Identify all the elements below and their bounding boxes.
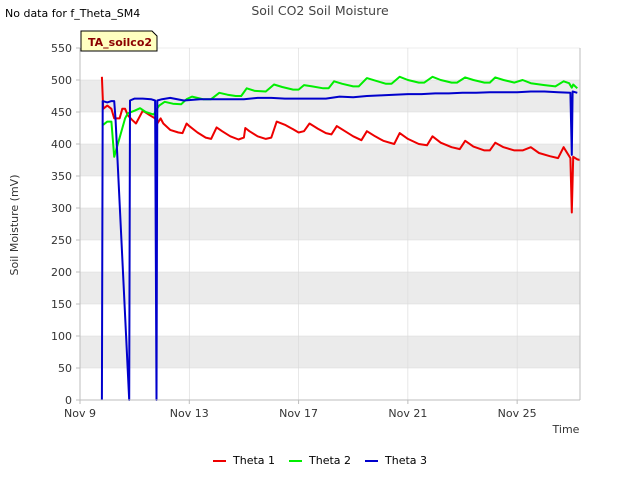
x-tick-label: Nov 25 [498, 407, 537, 420]
y-tick-label: 150 [51, 298, 72, 311]
series-line-theta-2 [102, 75, 578, 158]
y-tick-label: 500 [51, 74, 72, 87]
y-axis-label: Soil Moisture (mV) [8, 175, 21, 276]
plot-band [80, 144, 580, 176]
plot-background-bands [80, 80, 580, 368]
badge-label: TA_soilco2 [88, 36, 152, 49]
y-tick-label: 50 [58, 362, 72, 375]
y-tick-label: 300 [51, 202, 72, 215]
x-tick-label: Nov 17 [279, 407, 318, 420]
legend-label-theta-3: Theta 3 [384, 454, 427, 467]
x-axis-label: Time [552, 423, 580, 436]
legend: Theta 1 Theta 2 Theta 3 [213, 454, 427, 467]
legend-label-theta-1: Theta 1 [232, 454, 275, 467]
plot-band [80, 272, 580, 304]
y-tick-label: 450 [51, 106, 72, 119]
y-tick-label: 550 [51, 42, 72, 55]
y-tick-labels: 0 50 100 150 200 250 300 350 400 450 500 550 [51, 42, 80, 407]
x-tick-labels: Nov 9 Nov 13 Nov 17 Nov 21 Nov 25 [64, 400, 537, 420]
plot-band [80, 336, 580, 368]
x-tick-label: Nov 13 [170, 407, 209, 420]
y-tick-label: 250 [51, 234, 72, 247]
axes [79, 48, 581, 401]
y-tick-label: 200 [51, 266, 72, 279]
y-tick-label: 350 [51, 170, 72, 183]
badge: TA_soilco2 [80, 30, 158, 52]
no-data-notice: No data for f_Theta_SM4 [5, 7, 141, 20]
y-tick-label: 0 [65, 394, 72, 407]
series-line-theta-3 [100, 90, 578, 401]
x-tick-label: Nov 9 [64, 407, 96, 420]
badge-box [80, 30, 158, 52]
legend-label-theta-2: Theta 2 [308, 454, 351, 467]
y-tick-label: 100 [51, 330, 72, 343]
series-lines [100, 75, 581, 401]
x-tick-label: Nov 21 [388, 407, 427, 420]
chart-title: Soil CO2 Soil Moisture [251, 3, 389, 18]
y-tick-label: 400 [51, 138, 72, 151]
plot-band [80, 208, 580, 240]
